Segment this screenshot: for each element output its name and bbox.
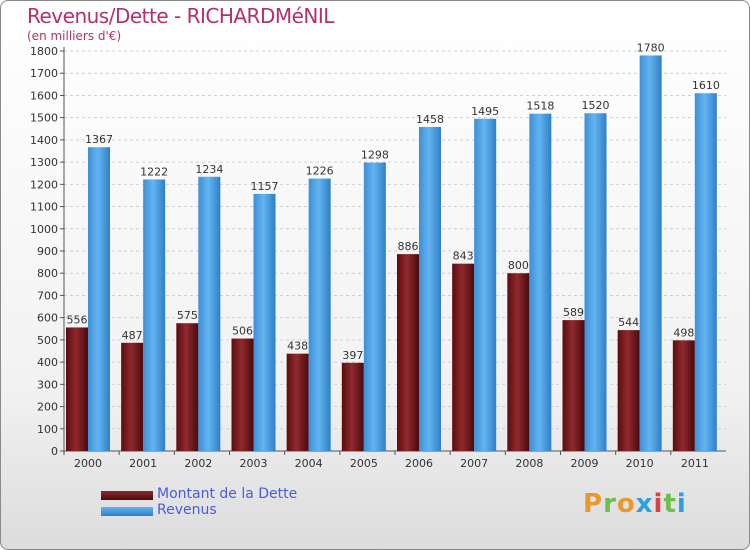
y-tick-label: 400 bbox=[37, 356, 58, 369]
y-tick-label: 1100 bbox=[30, 201, 58, 214]
data-label-debt-2005: 397 bbox=[342, 349, 363, 362]
bar-debt-2011 bbox=[672, 340, 695, 451]
data-label-revenus-2010: 1780 bbox=[637, 41, 665, 54]
bar-revenus-2008 bbox=[529, 113, 552, 452]
logo-letter: i bbox=[676, 489, 687, 519]
data-label-revenus-2007: 1495 bbox=[471, 105, 499, 118]
data-label-debt-2004: 438 bbox=[287, 340, 308, 353]
data-label-debt-2011: 498 bbox=[673, 326, 694, 339]
x-tick-label-2011: 2011 bbox=[681, 457, 709, 470]
y-tick-label: 100 bbox=[37, 423, 58, 436]
data-label-revenus-2003: 1157 bbox=[251, 180, 279, 193]
data-label-debt-2000: 556 bbox=[67, 313, 88, 326]
data-label-debt-2008: 800 bbox=[508, 259, 529, 272]
y-tick-label: 0 bbox=[51, 445, 58, 458]
bar-revenus-2010 bbox=[639, 55, 662, 451]
y-tick-label: 900 bbox=[37, 245, 58, 258]
bar-revenus-2002 bbox=[198, 176, 221, 451]
data-label-debt-2003: 506 bbox=[232, 325, 253, 338]
bar-debt-2010 bbox=[617, 330, 640, 451]
y-tick-label: 1700 bbox=[30, 67, 58, 80]
x-tick-label-2000: 2000 bbox=[74, 457, 102, 470]
logo-letter: P bbox=[583, 489, 604, 519]
data-label-debt-2006: 886 bbox=[398, 240, 419, 253]
bar-debt-2004 bbox=[286, 353, 309, 451]
data-label-revenus-2011: 1610 bbox=[692, 79, 720, 92]
bar-debt-2003 bbox=[231, 338, 254, 451]
x-tick-label-2006: 2006 bbox=[405, 457, 433, 470]
y-tick-label: 500 bbox=[37, 334, 58, 347]
data-label-revenus-2004: 1226 bbox=[306, 165, 334, 178]
bar-revenus-2006 bbox=[419, 127, 441, 451]
data-label-debt-2001: 487 bbox=[122, 329, 143, 342]
data-label-revenus-2008: 1518 bbox=[526, 100, 554, 113]
x-tick-label-2007: 2007 bbox=[460, 457, 488, 470]
y-tick-label: 1400 bbox=[30, 134, 58, 147]
y-tick-label: 600 bbox=[37, 312, 58, 325]
bar-debt-2005 bbox=[341, 362, 364, 451]
bar-revenus-2004 bbox=[308, 178, 331, 452]
data-label-debt-2010: 544 bbox=[618, 316, 639, 329]
bar-revenus-2009 bbox=[584, 113, 607, 451]
bar-revenus-2011 bbox=[694, 93, 717, 451]
legend-swatch-debt bbox=[101, 491, 153, 500]
y-tick-label: 1300 bbox=[30, 156, 58, 169]
y-tick-label: 1000 bbox=[30, 223, 58, 236]
data-label-revenus-2009: 1520 bbox=[582, 99, 610, 112]
bar-revenus-2003 bbox=[253, 193, 276, 451]
bar-debt-2008 bbox=[507, 273, 530, 451]
bar-layer bbox=[66, 55, 717, 452]
chart-subtitle: (en milliers d'€) bbox=[27, 29, 122, 43]
proxiti-logo: Proxiti bbox=[583, 489, 687, 519]
x-tick-label-2004: 2004 bbox=[295, 457, 323, 470]
bar-debt-2001 bbox=[121, 342, 144, 451]
logo-letter: x bbox=[635, 489, 654, 519]
y-tick-label: 800 bbox=[37, 267, 58, 280]
data-label-revenus-2002: 1234 bbox=[195, 163, 223, 176]
data-label-revenus-2001: 1222 bbox=[140, 165, 168, 178]
bar-revenus-2000 bbox=[88, 147, 110, 451]
data-label-revenus-2006: 1458 bbox=[416, 113, 444, 126]
chart-title: Revenus/Dette - RICHARDMéNIL bbox=[27, 4, 334, 28]
bar-debt-2006 bbox=[397, 254, 419, 451]
bar-debt-2000 bbox=[66, 327, 88, 451]
bar-revenus-2007 bbox=[474, 118, 497, 452]
logo-letter: o bbox=[616, 489, 636, 519]
bar-debt-2009 bbox=[562, 320, 585, 451]
logo-letter: i bbox=[653, 489, 664, 519]
x-tick-label-2001: 2001 bbox=[129, 457, 157, 470]
data-label-revenus-2000: 1367 bbox=[85, 133, 113, 146]
x-tick-label-2009: 2009 bbox=[571, 457, 599, 470]
legend-swatch-revenus bbox=[101, 507, 153, 516]
x-tick-label-2002: 2002 bbox=[184, 457, 212, 470]
y-tick-label: 1800 bbox=[30, 45, 58, 58]
x-tick-label-2005: 2005 bbox=[350, 457, 378, 470]
legend-label-debt: Montant de la Dette bbox=[157, 486, 298, 502]
axis-layer: 0 100 200 300 400 500 600 700 800 900 1000 1100 1200… bbox=[30, 45, 726, 470]
legend-label-revenus: Revenus bbox=[157, 502, 217, 518]
bar-revenus-2005 bbox=[363, 162, 386, 452]
bar-debt-2002 bbox=[176, 323, 199, 451]
y-tick-label: 1200 bbox=[30, 178, 58, 191]
x-tick-label-2010: 2010 bbox=[626, 457, 654, 470]
y-tick-label: 1500 bbox=[30, 112, 58, 125]
y-tick-label: 700 bbox=[37, 289, 58, 302]
data-label-debt-2007: 843 bbox=[453, 250, 474, 263]
x-tick-label-2008: 2008 bbox=[515, 457, 543, 470]
x-tick-label-2003: 2003 bbox=[240, 457, 268, 470]
logo-letter: r bbox=[603, 489, 617, 519]
y-tick-label: 300 bbox=[37, 378, 58, 391]
y-tick-label: 1600 bbox=[30, 89, 58, 102]
bar-revenus-2001 bbox=[143, 179, 166, 451]
label-layer: 556 1367 487 1222 575 1234 506 1157 438 1226 397 12… bbox=[67, 41, 720, 361]
y-tick-label: 200 bbox=[37, 401, 58, 414]
data-label-debt-2002: 575 bbox=[177, 309, 198, 322]
data-label-debt-2009: 589 bbox=[563, 306, 584, 319]
data-label-revenus-2005: 1298 bbox=[361, 149, 389, 162]
bar-debt-2007 bbox=[452, 263, 475, 451]
logo-letter: t bbox=[663, 489, 677, 519]
